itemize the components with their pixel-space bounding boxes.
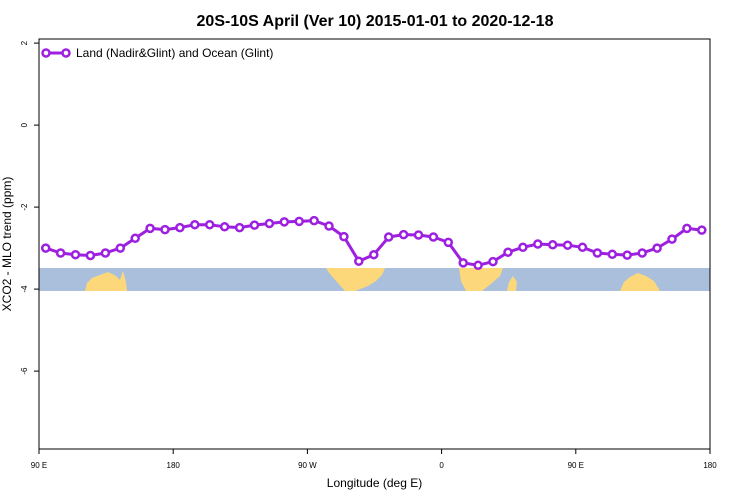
data-point [607, 249, 618, 260]
data-point [130, 233, 140, 244]
data-point [100, 248, 111, 258]
data-point [398, 229, 409, 240]
data-point [309, 215, 319, 226]
x-axis: 90 E 180 90 W 0 90 E 180 [31, 449, 717, 470]
data-point [458, 258, 468, 268]
data-point [115, 243, 126, 253]
data-point [264, 218, 275, 229]
data-point [533, 239, 543, 249]
x-tick-label: 0 [439, 461, 444, 470]
land-madagascar [507, 276, 517, 291]
land-australia-west [85, 272, 125, 291]
data-point [190, 219, 200, 230]
y-tick-label: -4 [20, 285, 29, 293]
data-point [577, 242, 588, 253]
data-point [40, 243, 51, 253]
data-point [369, 249, 379, 260]
data-point [354, 256, 364, 266]
data-point [682, 223, 692, 234]
data-point [249, 220, 260, 230]
y-tick-label: -6 [20, 367, 29, 375]
data-point [160, 224, 170, 235]
continent-band [39, 268, 710, 291]
data-point [383, 232, 394, 242]
y-axis-label: XCO2 - MLO trend (ppm) [0, 177, 14, 312]
land-south-america [326, 268, 385, 291]
legend: Land (Nadir&Glint) and Ocean (Glint) [41, 46, 273, 60]
data-point [443, 237, 454, 248]
x-tick-label: 180 [703, 461, 717, 470]
data-point [503, 247, 513, 257]
legend-marker [61, 48, 71, 58]
x-tick-label: 90 W [298, 461, 317, 470]
land-australia-west-repeat [620, 273, 660, 291]
data-point [55, 248, 66, 258]
land-australia-east [118, 271, 127, 291]
legend-marker [41, 48, 51, 58]
y-tick-label: 2 [20, 40, 29, 45]
data-point [339, 231, 349, 242]
data-point [428, 232, 439, 242]
data-point [518, 242, 528, 253]
data-point [324, 221, 334, 231]
x-tick-label: 90 E [31, 461, 47, 470]
data-point [413, 230, 424, 240]
data-point [562, 240, 573, 250]
data-point [234, 222, 245, 233]
data-point [145, 223, 155, 234]
chart-title: 20S-10S April (Ver 10) 2015-01-01 to 202… [197, 13, 554, 30]
data-point [85, 250, 96, 261]
y-axis: -6 -4 -2 0 2 [20, 40, 39, 375]
y-tick-label: 0 [20, 122, 29, 127]
data-point [473, 260, 483, 271]
land-africa [459, 268, 503, 291]
legend-label: Land (Nadir&Glint) and Ocean (Glint) [76, 46, 273, 60]
data-point [70, 249, 81, 260]
x-tick-label: 180 [167, 461, 181, 470]
data-point [622, 250, 632, 260]
data-point [667, 234, 677, 244]
data-point [204, 219, 215, 230]
data-point [488, 256, 498, 267]
series-layer [40, 215, 707, 271]
data-point [294, 216, 304, 227]
data-point [637, 248, 647, 258]
y-tick-label: -2 [20, 203, 29, 211]
x-tick-label: 90 E [568, 461, 584, 470]
data-point [279, 217, 290, 227]
data-point [547, 240, 558, 250]
data-point [592, 248, 603, 258]
data-point [697, 225, 707, 235]
data-point [219, 222, 230, 232]
data-point [175, 222, 185, 233]
data-point [652, 243, 662, 253]
plot-frame [38, 38, 711, 450]
x-axis-label: Longitude (deg E) [327, 476, 422, 490]
